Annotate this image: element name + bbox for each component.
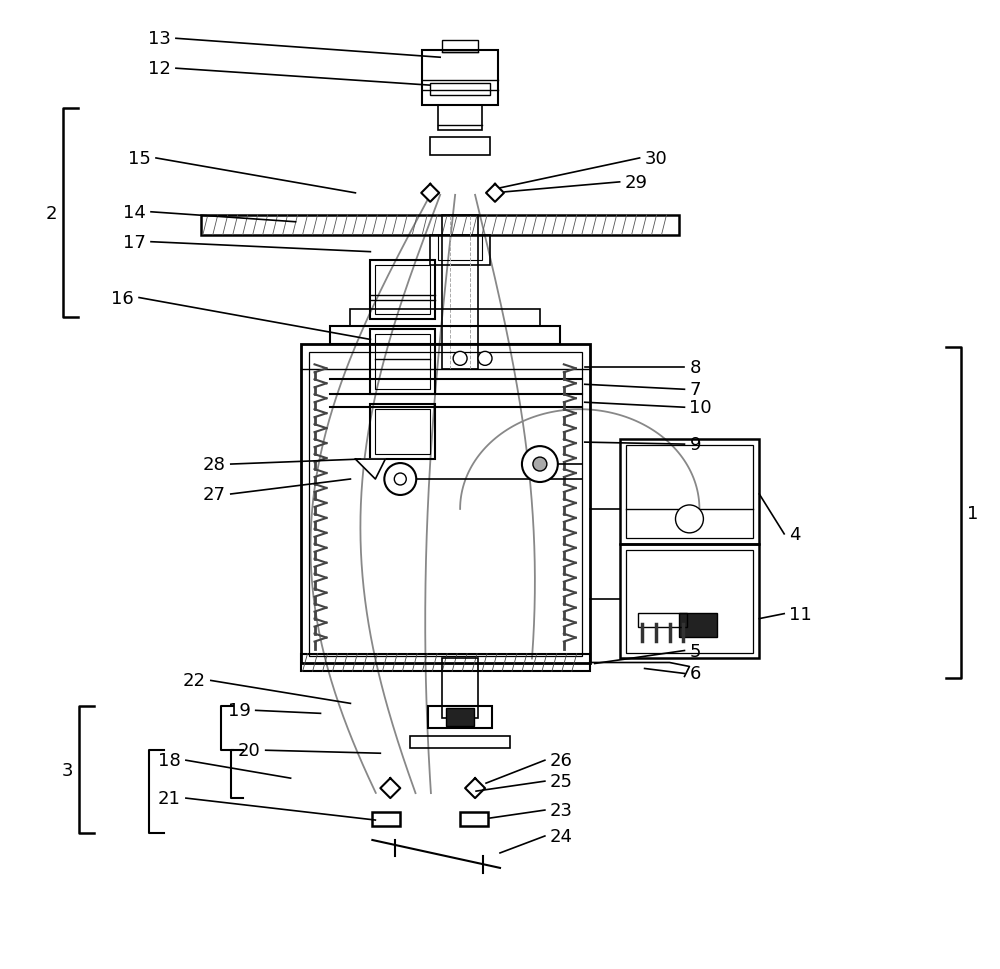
Circle shape <box>384 463 416 495</box>
Bar <box>442 42 478 53</box>
Bar <box>370 330 435 394</box>
Polygon shape <box>380 778 400 798</box>
Text: 24: 24 <box>550 828 573 845</box>
Bar <box>430 84 490 96</box>
Bar <box>301 345 590 664</box>
Bar <box>442 215 478 370</box>
Bar <box>370 261 435 320</box>
Text: 2: 2 <box>46 204 57 223</box>
Text: 14: 14 <box>123 203 146 222</box>
Bar <box>301 654 590 672</box>
Bar <box>620 440 759 545</box>
Bar <box>620 545 759 659</box>
Text: 17: 17 <box>123 234 146 251</box>
Polygon shape <box>421 185 439 203</box>
Text: 3: 3 <box>62 761 73 779</box>
Text: 10: 10 <box>689 399 712 417</box>
Circle shape <box>533 457 547 472</box>
Text: 16: 16 <box>111 289 134 307</box>
Bar <box>438 235 482 261</box>
Bar <box>428 706 492 729</box>
Bar <box>330 328 560 345</box>
Text: 26: 26 <box>550 751 573 769</box>
Bar <box>442 659 478 719</box>
Text: 27: 27 <box>203 485 226 504</box>
Text: 19: 19 <box>228 702 251 720</box>
Text: 5: 5 <box>689 641 701 660</box>
Bar <box>410 736 510 748</box>
Bar <box>638 613 687 627</box>
Bar <box>679 613 717 637</box>
Bar <box>430 235 490 266</box>
Polygon shape <box>486 185 504 203</box>
Bar <box>460 812 488 827</box>
Text: 30: 30 <box>645 150 667 168</box>
Text: 21: 21 <box>158 790 181 807</box>
Text: 6: 6 <box>689 665 701 683</box>
Text: 20: 20 <box>238 741 261 760</box>
Polygon shape <box>465 778 485 798</box>
Text: 11: 11 <box>789 605 812 623</box>
Circle shape <box>478 352 492 366</box>
Text: 15: 15 <box>128 150 151 168</box>
Text: 25: 25 <box>550 772 573 791</box>
Circle shape <box>675 506 703 533</box>
Text: 23: 23 <box>550 801 573 819</box>
Text: 1: 1 <box>967 505 978 522</box>
Text: 18: 18 <box>158 751 181 769</box>
Text: 13: 13 <box>148 30 171 48</box>
Bar <box>309 353 582 656</box>
Bar <box>446 708 474 727</box>
Bar <box>375 266 430 315</box>
Bar <box>438 106 482 131</box>
Bar <box>201 215 679 235</box>
Text: 22: 22 <box>183 672 206 690</box>
Circle shape <box>394 474 406 485</box>
Bar <box>375 335 430 390</box>
Bar <box>350 309 540 328</box>
Bar <box>375 410 430 454</box>
Text: 29: 29 <box>625 173 648 192</box>
Text: 8: 8 <box>689 359 701 377</box>
Text: 12: 12 <box>148 60 171 78</box>
Bar <box>430 138 490 156</box>
Bar <box>422 51 498 106</box>
Polygon shape <box>355 459 385 480</box>
Text: 9: 9 <box>689 436 701 453</box>
Circle shape <box>522 447 558 483</box>
Bar <box>370 405 435 459</box>
Text: 28: 28 <box>203 455 226 474</box>
Bar <box>626 446 753 539</box>
Circle shape <box>453 352 467 366</box>
Text: 7: 7 <box>689 381 701 399</box>
Bar <box>626 550 753 653</box>
Bar <box>372 812 400 827</box>
Text: 4: 4 <box>789 525 801 544</box>
